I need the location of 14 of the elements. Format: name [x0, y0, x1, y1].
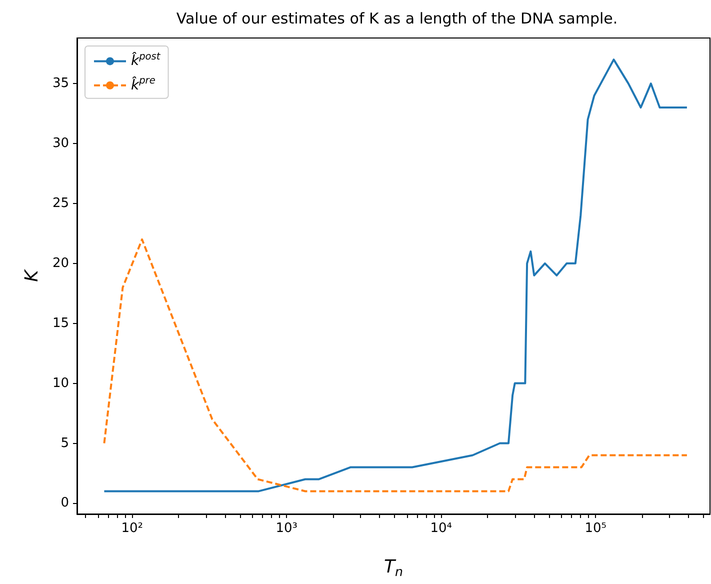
x-tick-label: 10²: [121, 521, 143, 536]
y-axis-title: K: [22, 268, 42, 282]
y-tick-label: 35: [52, 76, 69, 92]
y-tick-label: 20: [52, 256, 69, 271]
y-tick-label: 25: [52, 196, 69, 211]
x-tick-label: 10⁵: [584, 521, 606, 536]
x-tick-label: 10³: [276, 521, 298, 536]
y-tick-label: 5: [60, 436, 69, 451]
y-tick-label: 0: [60, 496, 69, 511]
y-tick-label: 30: [52, 136, 69, 152]
y-tick-label: 15: [52, 316, 69, 331]
chart-title: Value of our estimates of K as a length of the DNA sample.: [176, 10, 618, 28]
y-tick-label: 10: [52, 376, 69, 391]
x-tick-label: 10⁴: [430, 521, 452, 536]
